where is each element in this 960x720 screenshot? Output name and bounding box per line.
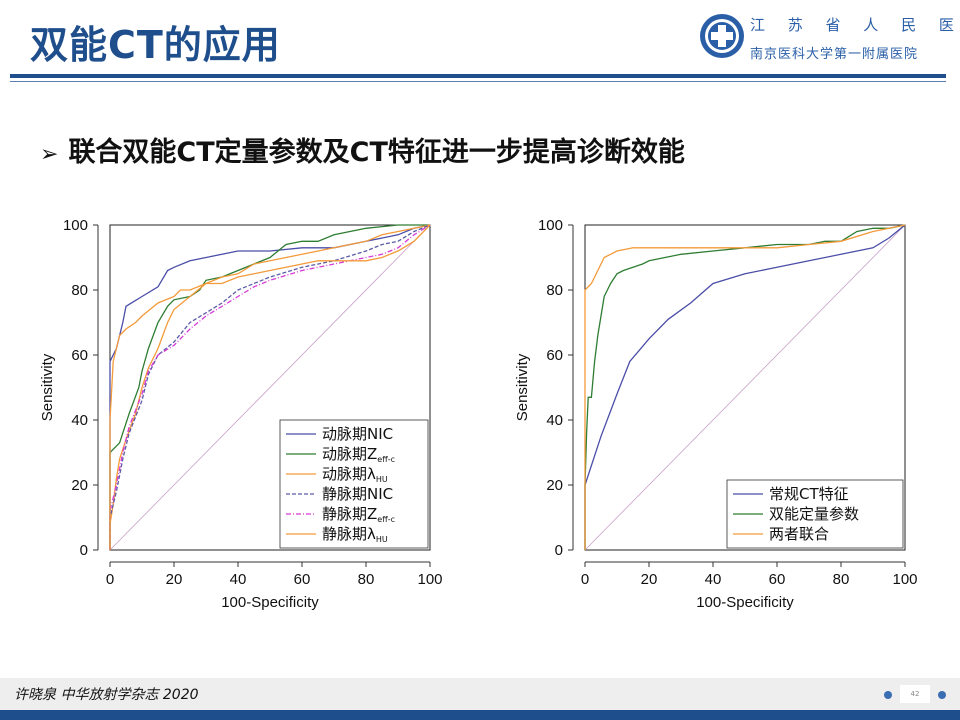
y-tick-label: 100 <box>63 217 88 234</box>
x-tick-label: 0 <box>106 571 114 588</box>
y-tick-label: 80 <box>71 282 88 299</box>
y-tick-label: 100 <box>538 217 563 234</box>
footer-strip <box>0 710 960 720</box>
x-tick-label: 40 <box>230 571 247 588</box>
arrow-bullet-icon: ➢ <box>40 142 59 167</box>
footer-bar <box>0 678 960 710</box>
legend-entry: 静脉期NIC <box>322 485 393 503</box>
y-tick-label: 20 <box>546 477 563 494</box>
org-name-line2: 南京医科大学第一附属医院 <box>750 47 919 62</box>
x-tick-label: 20 <box>166 571 183 588</box>
bullet-text: 联合双能CT定量参数及CT特征进一步提高诊断效能 <box>68 137 685 168</box>
y-tick-label: 0 <box>555 542 563 559</box>
y-tick-label: 60 <box>71 347 88 364</box>
slide-title: 双能CT的应用 <box>30 23 281 67</box>
y-tick-label: 0 <box>80 542 88 559</box>
y-tick-label: 60 <box>546 347 563 364</box>
roc-curve-series-5 <box>109 224 431 550</box>
page-number: 42 <box>900 685 930 703</box>
reference-diagonal <box>109 224 431 551</box>
x-tick-label: 100 <box>417 571 442 588</box>
y-axis-label: Sensitivity <box>39 353 56 421</box>
x-axis-label: 100-Specificity <box>221 594 319 611</box>
roc-chart-left: 0 20 40 60 80 100 0 20 40 60 80 100 100-Specificity S… <box>39 217 443 611</box>
x-tick-label: 60 <box>769 571 786 588</box>
x-tick-label: 0 <box>581 571 589 588</box>
x-tick-label: 20 <box>641 571 658 588</box>
roc-curve-series-4 <box>109 224 431 550</box>
hospital-emblem-icon <box>700 14 744 58</box>
roc-curve-series-6 <box>109 224 431 550</box>
footer-dot-icon <box>938 691 946 699</box>
legend-entry: 动脉期λHU <box>322 465 388 484</box>
hospital-logo: 江 苏 省 人 民 医 院 南京医科大学第一附属医院 <box>698 12 960 62</box>
x-tick-label: 100 <box>892 571 917 588</box>
x-tick-label: 40 <box>705 571 722 588</box>
bullet-point: ➢ 联合双能CT定量参数及CT特征进一步提高诊断效能 <box>40 130 685 169</box>
roc-chart-right: 0 20 40 60 80 100 0 20 40 60 80 100 100-Specificity S… <box>514 217 918 611</box>
legend-entry: 静脉期λHU <box>322 525 388 544</box>
footer-dot-icon <box>884 691 892 699</box>
x-axis-label: 100-Specificity <box>696 594 794 611</box>
y-tick-label: 20 <box>71 477 88 494</box>
y-tick-label: 40 <box>546 412 563 429</box>
legend-entry: 两者联合 <box>769 525 829 543</box>
roc-curve-series-1 <box>584 224 906 550</box>
legend-entry: 动脉期NIC <box>322 425 393 443</box>
x-tick-label: 60 <box>294 571 311 588</box>
roc-curve-series-2 <box>584 224 906 550</box>
legend-entry: 动脉期Zeff-c <box>322 445 395 464</box>
org-name-line1: 江 苏 省 人 民 医 院 <box>750 16 960 34</box>
legend-box <box>279 419 429 549</box>
roc-curve-series-3 <box>584 224 906 550</box>
y-axis-label: Sensitivity <box>514 353 531 421</box>
x-tick-label: 80 <box>358 571 375 588</box>
y-tick-label: 40 <box>71 412 88 429</box>
header-rule-thick <box>10 74 946 78</box>
reference-diagonal <box>584 224 906 551</box>
y-tick-label: 80 <box>546 282 563 299</box>
citation: 许晓泉 中华放射学杂志 2020 <box>14 687 199 703</box>
legend-entry: 双能定量参数 <box>769 505 859 523</box>
legend-entry: 静脉期Zeff-c <box>322 505 395 524</box>
legend-entry: 常规CT特征 <box>769 485 849 503</box>
header-rule-thin <box>10 81 946 82</box>
x-tick-label: 80 <box>833 571 850 588</box>
